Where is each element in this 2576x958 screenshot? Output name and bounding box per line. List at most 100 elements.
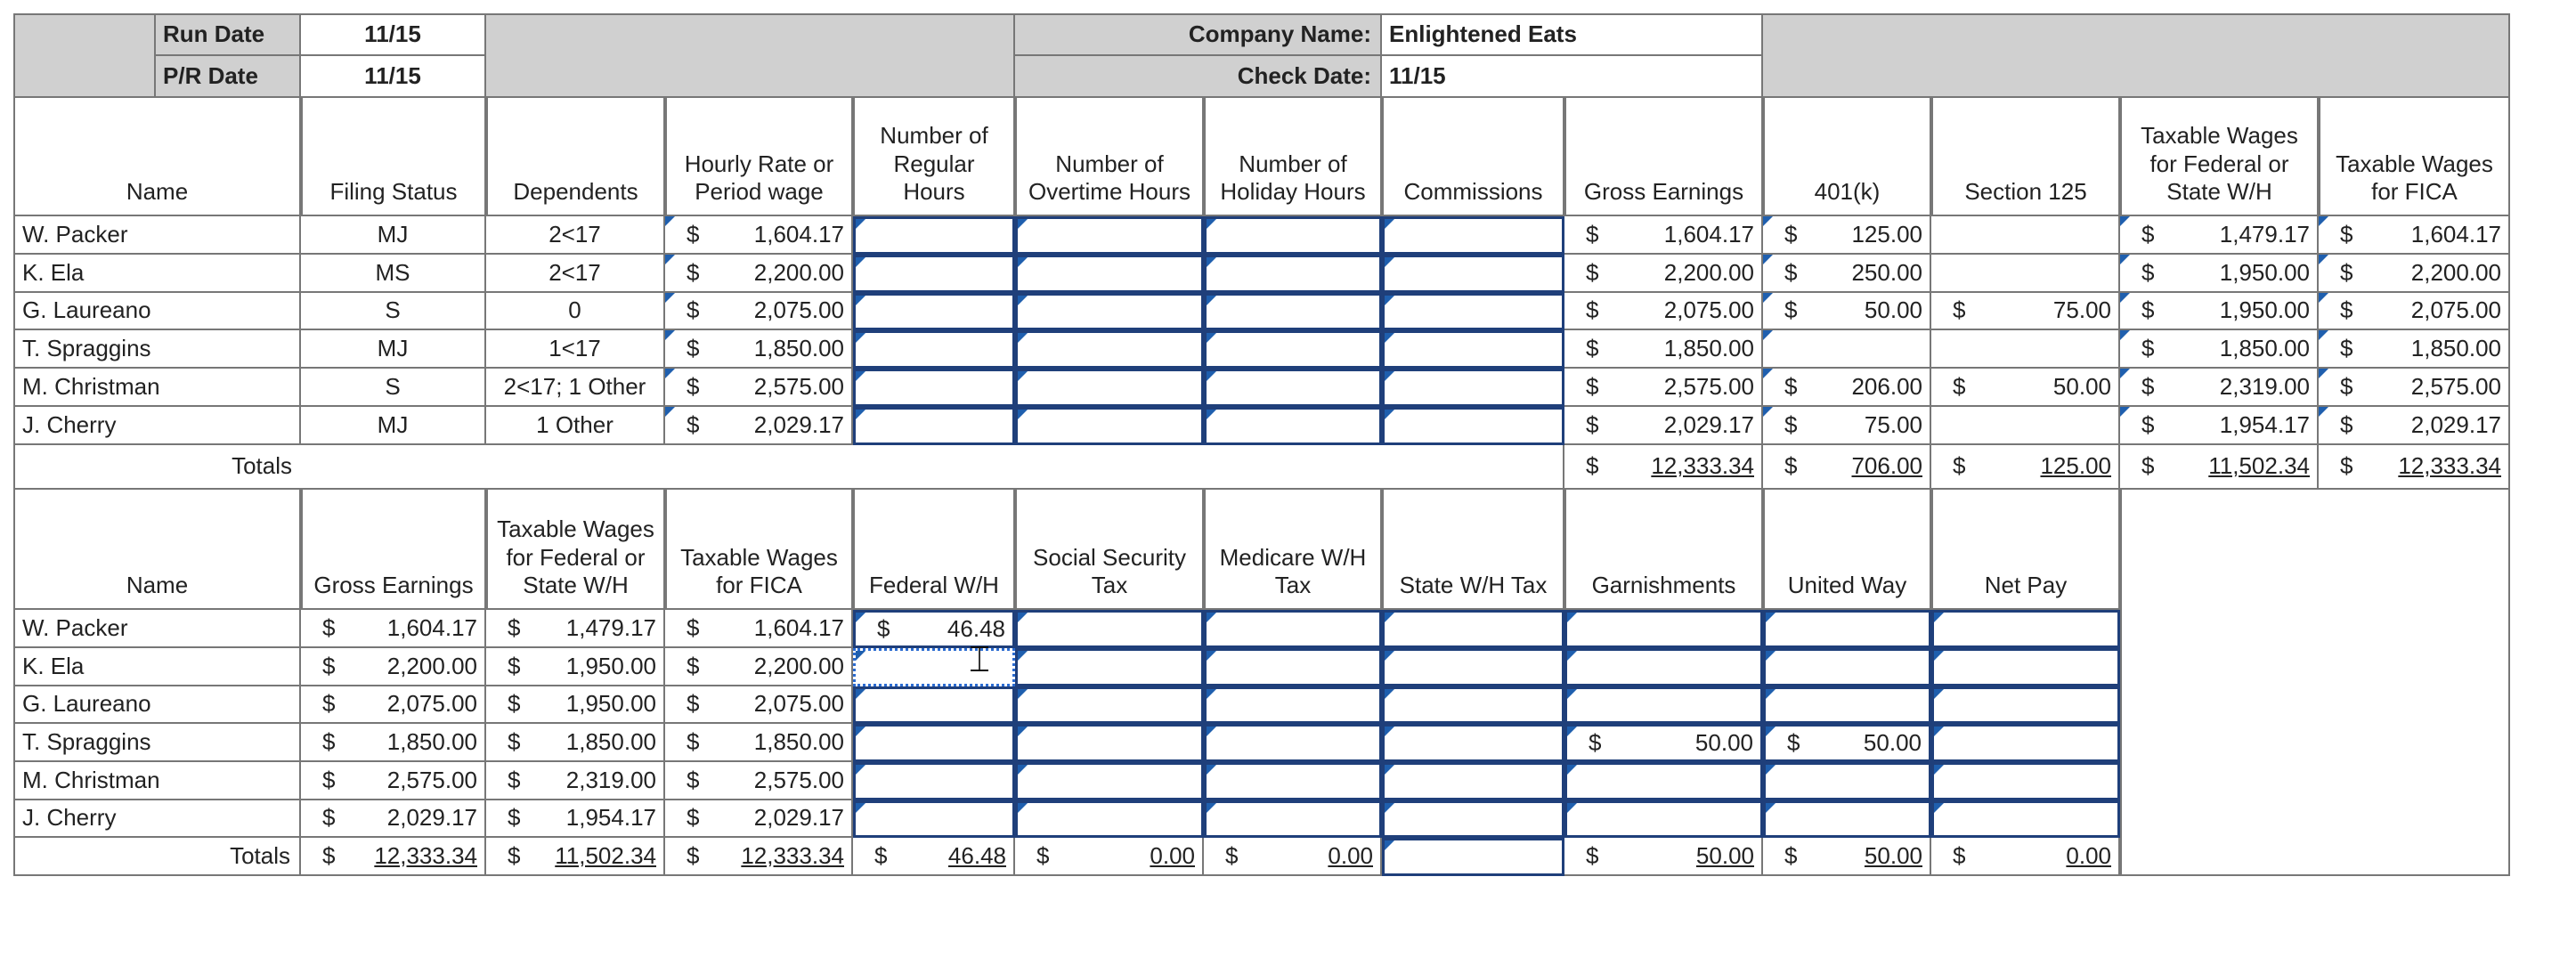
state-wh-input[interactable] <box>1382 762 1564 800</box>
state-wh-input[interactable] <box>1382 648 1564 686</box>
overtime-hours-input[interactable] <box>1015 255 1204 293</box>
section-125-amount[interactable]: $75.00 <box>1931 293 2120 330</box>
k401-amount[interactable] <box>1763 330 1931 369</box>
net-pay-input[interactable] <box>1931 762 2120 800</box>
hourly-rate[interactable]: $2,075.00 <box>665 293 853 330</box>
commissions-input[interactable] <box>1382 330 1564 369</box>
medicare-input[interactable] <box>1204 800 1382 838</box>
state-wh-input[interactable] <box>1382 686 1564 724</box>
hourly-rate[interactable]: $1,850.00 <box>665 330 853 369</box>
social-security-input[interactable] <box>1015 800 1204 838</box>
holiday-hours-input[interactable] <box>1204 330 1382 369</box>
section-125-amount[interactable]: $50.00 <box>1931 369 2120 407</box>
garnishments-input[interactable] <box>1564 686 1763 724</box>
hourly-rate[interactable]: $2,575.00 <box>665 369 853 407</box>
united-way-input[interactable] <box>1763 648 1931 686</box>
regular-hours-input[interactable] <box>853 216 1015 255</box>
total-state-wh-input[interactable] <box>1382 838 1564 876</box>
holiday-hours-input[interactable] <box>1204 216 1382 255</box>
medicare-input[interactable] <box>1204 610 1382 648</box>
garnishments-input[interactable] <box>1564 610 1763 648</box>
garnishments-input[interactable] <box>1564 648 1763 686</box>
net-pay-input[interactable] <box>1931 610 2120 648</box>
net-pay-input[interactable] <box>1931 686 2120 724</box>
section-125-amount[interactable] <box>1931 255 2120 293</box>
regular-hours-input[interactable] <box>853 407 1015 445</box>
federal-wh-input-selected[interactable] <box>853 648 1015 686</box>
state-wh-input[interactable] <box>1382 724 1564 762</box>
amount-value: 50.00 <box>2052 372 2111 400</box>
commissions-input[interactable] <box>1382 369 1564 407</box>
commissions-input[interactable] <box>1382 255 1564 293</box>
overtime-hours-input[interactable] <box>1015 330 1204 369</box>
united-way-input[interactable] <box>1763 762 1931 800</box>
column-header: Number of Regular Hours <box>853 98 1015 216</box>
commissions-input[interactable] <box>1382 293 1564 330</box>
input-marker-icon <box>1018 296 1028 305</box>
net-pay-input[interactable] <box>1931 800 2120 838</box>
input-marker-icon <box>1385 219 1394 229</box>
federal-wh-input[interactable] <box>853 800 1015 838</box>
k401-amount[interactable]: $250.00 <box>1763 255 1931 293</box>
garnishments-input[interactable]: $50.00 <box>1564 724 1763 762</box>
medicare-input[interactable] <box>1204 724 1382 762</box>
k401-amount[interactable]: $75.00 <box>1763 407 1931 445</box>
state-wh-input[interactable] <box>1382 610 1564 648</box>
united-way-input[interactable]: $50.00 <box>1763 724 1931 762</box>
federal-wh-input[interactable]: $46.48 <box>853 610 1015 648</box>
social-security-input[interactable] <box>1015 648 1204 686</box>
federal-wh-input[interactable] <box>853 686 1015 724</box>
united-way-input[interactable] <box>1763 800 1931 838</box>
commissions-input[interactable] <box>1382 407 1564 445</box>
section-125-amount[interactable] <box>1931 216 2120 255</box>
k401-amount[interactable]: $125.00 <box>1763 216 1931 255</box>
filing-status: MJ <box>301 330 486 369</box>
currency-symbol: $ <box>2340 452 2353 480</box>
garnishments-input[interactable] <box>1564 762 1763 800</box>
taxable-fed-state: $2,319.00 <box>2120 369 2319 407</box>
k401-amount[interactable]: $50.00 <box>1763 293 1931 330</box>
social-security-input[interactable] <box>1015 762 1204 800</box>
garnishments-input[interactable] <box>1564 800 1763 838</box>
hourly-rate[interactable]: $1,604.17 <box>665 216 853 255</box>
regular-hours-input[interactable] <box>853 293 1015 330</box>
filing-status: MJ <box>301 216 486 255</box>
holiday-hours-input[interactable] <box>1204 293 1382 330</box>
overtime-hours-input[interactable] <box>1015 369 1204 407</box>
hourly-rate[interactable]: $2,029.17 <box>665 407 853 445</box>
holiday-hours-input[interactable] <box>1204 407 1382 445</box>
amount-value: 75.00 <box>1864 410 1922 438</box>
social-security-input[interactable] <box>1015 724 1204 762</box>
input-marker-icon <box>1018 371 1028 381</box>
k401-amount[interactable]: $206.00 <box>1763 369 1931 407</box>
regular-hours-input[interactable] <box>853 255 1015 293</box>
section-125-amount[interactable] <box>1931 330 2120 369</box>
net-pay-input[interactable] <box>1931 724 2120 762</box>
medicare-input[interactable] <box>1204 686 1382 724</box>
regular-hours-input[interactable] <box>853 330 1015 369</box>
input-marker-icon <box>856 333 865 343</box>
holiday-hours-input[interactable] <box>1204 369 1382 407</box>
medicare-input[interactable] <box>1204 648 1382 686</box>
social-security-input[interactable] <box>1015 610 1204 648</box>
social-security-input[interactable] <box>1015 686 1204 724</box>
overtime-hours-input[interactable] <box>1015 407 1204 445</box>
state-wh-input[interactable] <box>1382 800 1564 838</box>
hourly-rate[interactable]: $2,200.00 <box>665 255 853 293</box>
medicare-input[interactable] <box>1204 762 1382 800</box>
holiday-hours-input[interactable] <box>1204 255 1382 293</box>
taxable-fed-state: $1,479.17 <box>486 610 665 648</box>
currency-symbol: $ <box>2141 372 2155 400</box>
federal-wh-input[interactable] <box>853 762 1015 800</box>
regular-hours-input[interactable] <box>853 369 1015 407</box>
overtime-hours-input[interactable] <box>1015 216 1204 255</box>
united-way-input[interactable] <box>1763 610 1931 648</box>
united-way-input[interactable] <box>1763 686 1931 724</box>
commissions-input[interactable] <box>1382 216 1564 255</box>
federal-wh-input[interactable] <box>853 724 1015 762</box>
overtime-hours-input[interactable] <box>1015 293 1204 330</box>
section-125-amount[interactable] <box>1931 407 2120 445</box>
net-pay-input[interactable] <box>1931 648 2120 686</box>
column-header: Gross Earnings <box>1564 98 1763 216</box>
gross-earnings: $2,029.17 <box>1564 407 1763 445</box>
